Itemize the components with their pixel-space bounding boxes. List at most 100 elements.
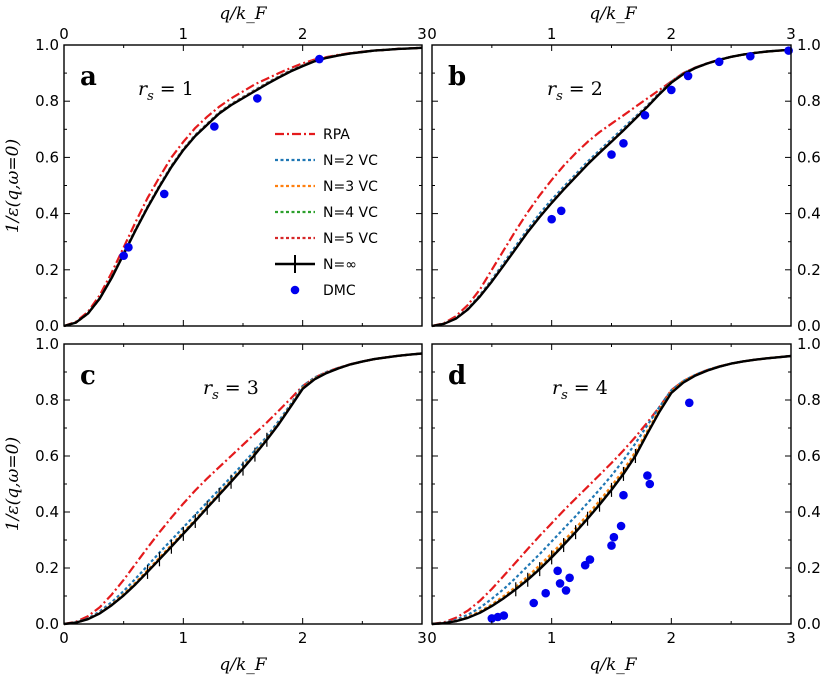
legend-item-dmc: DMC [290, 283, 356, 299]
x-tick-label-bottom: 1 [547, 629, 557, 647]
dmc-point-b [667, 85, 676, 95]
dmc-point-a [210, 122, 219, 131]
series-n-2-vc-line-b [431, 48, 792, 328]
x-tick-label-bottom: 1 [179, 629, 189, 647]
series-n-5-vc-line-b [431, 48, 792, 328]
y-tick-label-right: 0.8 [797, 92, 821, 110]
x-tick-label-bottom: 0 [427, 629, 437, 647]
dmc-point-a [253, 94, 262, 103]
x-tick-label-bottom: 2 [298, 629, 308, 647]
dmc-point-b [619, 139, 628, 148]
series-rpa-line-c [63, 352, 423, 626]
y-tick-label-right: 0.2 [797, 261, 821, 279]
y-tick-label-right: 0.4 [797, 205, 821, 223]
dmc-point-b [683, 71, 693, 81]
y-tick-label-left: 0.8 [35, 92, 59, 110]
dmc-point-d [561, 586, 571, 595]
dmc-point-d [541, 588, 550, 598]
dmc-point-d [616, 521, 626, 531]
legend-item-n-3-vc: N=3 VC [275, 179, 378, 195]
series-n-4-vc-line-b [431, 48, 792, 328]
dmc-point-d [609, 532, 619, 542]
x-tick-label-top: 0 [59, 25, 69, 43]
dmc-point-d [619, 490, 628, 500]
legend: RPA N=2 VC N=3 VC N=4 VC N=5 VC N=∞ DMC [275, 127, 378, 299]
x-tick-label-top: 3 [417, 25, 427, 43]
dmc-point-d [580, 560, 590, 570]
y-tick-label-right: 0.8 [797, 391, 821, 409]
y-tick-label-left: 0.6 [35, 148, 59, 166]
dmc-point-b [640, 110, 650, 120]
legend-label: DMC [323, 283, 356, 299]
legend-item-n-5-vc: N=5 VC [275, 231, 378, 247]
dmc-point-d [529, 598, 539, 608]
panel-letter-b: b [448, 62, 466, 92]
y-tick-label-right: 1.0 [797, 335, 821, 353]
panel-d: 0 1 2 30.0 0.2 0.4 0.6 0.8 1.0 d rs = 4 [427, 335, 821, 647]
series-rpa-line-b [431, 48, 792, 328]
dmc-point-d [555, 579, 565, 588]
legend-label: N=2 VC [323, 153, 378, 169]
x-tick-label-top: 2 [298, 25, 308, 43]
dmc-point-d [645, 479, 655, 489]
dmc-point-d [643, 471, 652, 480]
x-tick-label-bottom: 2 [667, 629, 677, 647]
y-tick-label-left: 0.4 [35, 205, 59, 223]
dmc-point-d [499, 611, 509, 620]
y-tick-label-left: 0.0 [35, 317, 59, 335]
y-label-top: 1/ε(q,ω=0) [3, 139, 23, 233]
dmc-point-d [585, 555, 595, 564]
x-tick-label-top: 1 [179, 25, 189, 43]
dmc-point-d [607, 541, 616, 550]
dmc-point-b [547, 214, 556, 224]
bottom-x-label-right: q/k_F [589, 655, 637, 675]
y-tick-label-left: 1.0 [35, 335, 59, 353]
y-tick-label-left: 0.2 [35, 559, 59, 577]
panel-letter-a: a [80, 62, 97, 92]
dmc-point-a [119, 251, 128, 261]
y-tick-label-right: 0.6 [797, 447, 821, 465]
legend-item-n-4-vc: N=4 VC [275, 205, 378, 221]
x-tick-label-top: 1 [547, 25, 557, 43]
legend-item-rpa: RPA [275, 127, 350, 143]
rs-label-d: rs = 4 [552, 377, 608, 403]
y-tick-label-right: 0.0 [797, 615, 821, 633]
panel-c: 0 1 2 3 0.0 0.2 0.4 0.6 0.8 1.0 c rs = 3 [35, 335, 427, 647]
dmc-point-d [684, 398, 694, 408]
legend-label: N=4 VC [323, 205, 378, 221]
legend-dmc-marker [290, 285, 300, 295]
y-tick-label-right: 0.6 [797, 148, 821, 166]
rs-label-c: rs = 3 [203, 377, 259, 403]
y-tick-label-right: 1.0 [797, 36, 821, 54]
dmc-point-a [124, 243, 133, 252]
dmc-point-b [714, 57, 724, 67]
dmc-point-a [159, 189, 169, 199]
top-x-label-right: q/k_F [589, 4, 637, 24]
legend-label: N=3 VC [323, 179, 378, 195]
bottom-x-label-left: q/k_F [219, 655, 267, 675]
series-n-3-vc-line-b [431, 48, 792, 328]
dmc-point-b [746, 51, 755, 61]
dmc-point-b [556, 206, 566, 216]
x-tick-label-bottom: 0 [59, 629, 69, 647]
rs-label-b: rs = 2 [547, 78, 603, 104]
x-tick-label-top: 0 [427, 25, 437, 43]
legend-label: N=∞ [323, 257, 357, 273]
y-label-bottom: 1/ε(q,ω=0) [3, 437, 23, 531]
y-tick-label-left: 0.2 [35, 261, 59, 279]
rs-label-a: rs = 1 [138, 78, 194, 104]
dmc-point-b [607, 150, 616, 159]
legend-label: N=5 VC [323, 231, 378, 247]
dmc-point-d [565, 573, 574, 583]
series-n-inf-line-b [431, 48, 792, 328]
series-rpa-line-d [431, 354, 792, 626]
panels-group: 0 1 2 30.00.20.40.60.81.0a rs = 10 1 2 30.00.20… [35, 25, 821, 647]
panel-a: 0 1 2 3 0.0 0.2 0.4 0.6 0.8 1.0 a rs = 1 [35, 25, 427, 335]
y-tick-label-left: 1.0 [35, 36, 59, 54]
y-tick-label-left: 0.8 [35, 391, 59, 409]
y-tick-label-left: 0.4 [35, 503, 59, 521]
y-tick-label-left: 0.0 [35, 615, 59, 633]
legend-item-n-inf: N=∞ [275, 255, 357, 273]
panel-letter-c: c [80, 361, 96, 391]
